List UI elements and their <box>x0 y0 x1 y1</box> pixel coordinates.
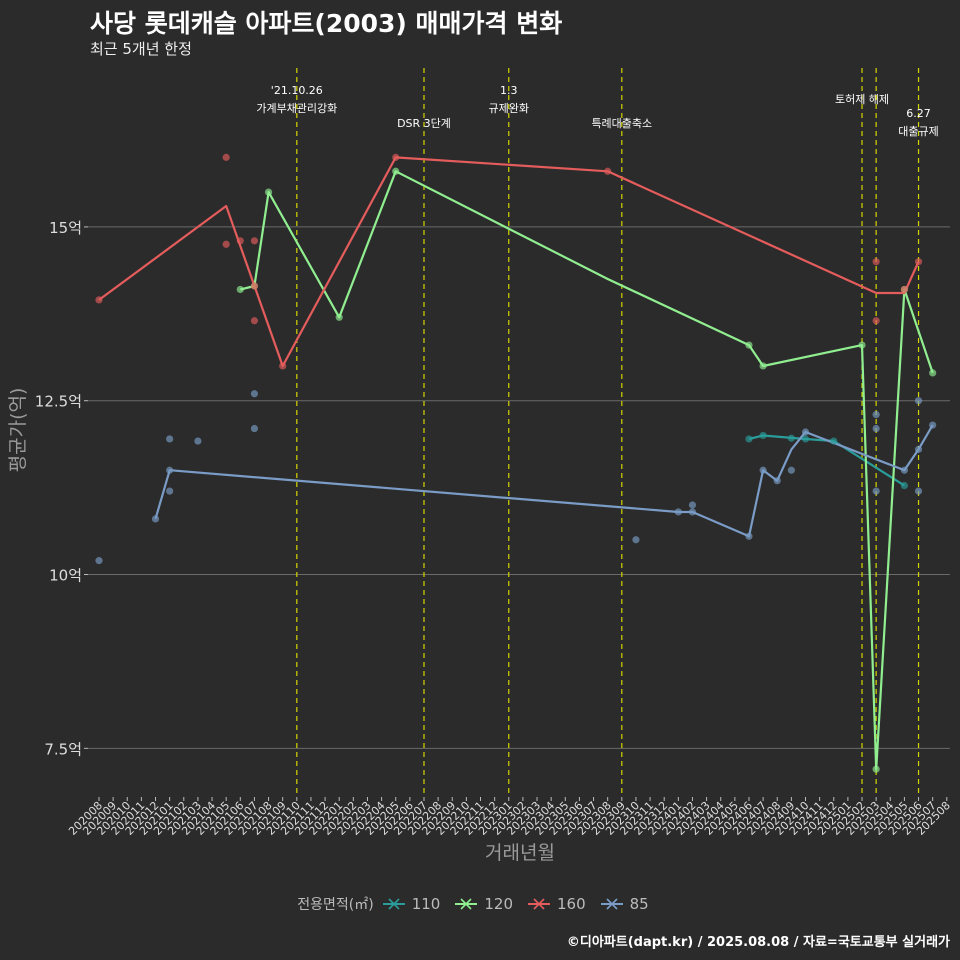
x-axis: 2020082020092020102020112020122021012021… <box>66 797 953 838</box>
data-point-110 <box>900 481 909 490</box>
legend-label: 160 <box>557 895 586 913</box>
legend-key-icon <box>455 898 478 910</box>
data-point-85 <box>166 487 174 495</box>
series-line-85 <box>154 424 934 538</box>
data-point-160 <box>872 258 880 266</box>
data-point-160 <box>250 237 259 245</box>
event-policy-label: 규제완화 <box>489 102 529 115</box>
data-point-85 <box>773 477 781 485</box>
legend-key-icon <box>382 898 405 910</box>
event-policy-label: 가계부채관리강화 <box>256 102 337 115</box>
legend-label: 120 <box>484 895 513 913</box>
legend: 전용면적(㎡) 110 120 160 85 <box>0 894 960 914</box>
data-point-85 <box>872 411 880 419</box>
data-point-85 <box>166 435 174 443</box>
data-point-160 <box>222 240 230 248</box>
data-points <box>95 153 937 773</box>
data-point-85 <box>151 515 160 523</box>
data-point-85 <box>759 466 767 474</box>
data-point-85 <box>914 397 923 405</box>
data-point-85 <box>872 487 880 495</box>
data-point-160 <box>250 317 259 325</box>
data-point-160 <box>95 296 103 304</box>
chart-title: 사당 롯데캐슬 아파트(2003) 매매가격 변화 <box>90 9 563 38</box>
data-point-160 <box>900 285 909 294</box>
data-point-85 <box>95 557 103 565</box>
data-point-85 <box>250 424 259 433</box>
data-point-85 <box>688 508 697 516</box>
data-point-160 <box>392 153 400 161</box>
legend-label: 110 <box>411 895 441 913</box>
data-point-120 <box>745 341 753 349</box>
y-tick-label: 10억 <box>49 567 82 585</box>
series-line-120 <box>240 170 934 771</box>
data-point-85 <box>787 466 795 474</box>
event-policy-label: 특례대출축소 <box>591 117 652 130</box>
legend-item-110: 110 <box>382 895 441 913</box>
data-point-160 <box>604 167 612 175</box>
event-policy-label: DSR 3단계 <box>397 117 451 130</box>
y-tick-label: 12.5억 <box>35 393 82 411</box>
data-point-120 <box>236 285 244 294</box>
data-point-120 <box>392 167 400 175</box>
data-point-120 <box>335 313 343 321</box>
series-lines <box>98 156 934 771</box>
legend-key-icon <box>528 898 550 910</box>
data-point-110 <box>787 434 795 442</box>
data-point-110 <box>830 437 838 445</box>
grid-lines <box>88 226 950 749</box>
data-point-160 <box>236 237 244 245</box>
data-point-85 <box>250 390 259 398</box>
data-point-160 <box>222 153 230 161</box>
data-point-85 <box>801 428 810 436</box>
data-point-85 <box>632 536 640 544</box>
data-point-85 <box>166 466 174 474</box>
legend-label: 85 <box>629 895 649 913</box>
data-point-85 <box>914 487 923 495</box>
data-point-120 <box>759 362 767 370</box>
chart-subtitle: 최근 5개년 한정 <box>90 40 192 58</box>
data-point-160 <box>872 317 880 325</box>
y-tick-label: 7.5억 <box>44 740 82 758</box>
legend-items: 110 120 160 85 <box>382 895 663 913</box>
y-axis: 7.5억 10억 12.5억 15억 <box>35 219 88 758</box>
data-point-160 <box>914 258 923 266</box>
series-line-160 <box>98 156 920 368</box>
x-axis-label: 거래년월 <box>485 842 555 864</box>
data-point-160 <box>279 362 287 370</box>
y-axis-label: 평균가(억) <box>7 388 29 473</box>
event-date-label: 토허제 해제 <box>835 92 889 106</box>
event-date-label: '21.10.26 <box>271 84 323 97</box>
event-policy-label: 대출규제 <box>898 125 938 138</box>
legend-title: 전용면적(㎡) <box>297 897 374 913</box>
data-point-85 <box>900 466 909 474</box>
data-point-85 <box>914 445 923 453</box>
legend-item-120: 120 <box>454 895 513 913</box>
data-point-85 <box>674 508 682 516</box>
legend-item-160: 160 <box>527 895 586 913</box>
data-point-110 <box>801 435 810 443</box>
data-point-85 <box>872 424 880 433</box>
data-point-120 <box>858 341 866 349</box>
source-caption: ©디아파트(dapt.kr) / 2025.08.08 / 자료=국토교통부 실… <box>566 935 950 950</box>
y-tick-label: 15억 <box>49 219 82 237</box>
data-point-120 <box>872 765 880 773</box>
data-point-85 <box>194 437 202 445</box>
data-point-120 <box>264 188 273 196</box>
data-point-85 <box>688 501 697 509</box>
data-point-120 <box>929 369 937 377</box>
data-point-85 <box>745 532 753 540</box>
data-point-110 <box>759 431 767 440</box>
event-date-label: 6.27 <box>906 107 931 120</box>
data-point-85 <box>929 421 937 429</box>
legend-item-85: 85 <box>600 895 649 913</box>
data-point-160 <box>250 282 259 290</box>
event-date-label: 1.3 <box>500 84 518 97</box>
legend-key-icon <box>600 898 623 910</box>
data-point-110 <box>745 435 753 443</box>
